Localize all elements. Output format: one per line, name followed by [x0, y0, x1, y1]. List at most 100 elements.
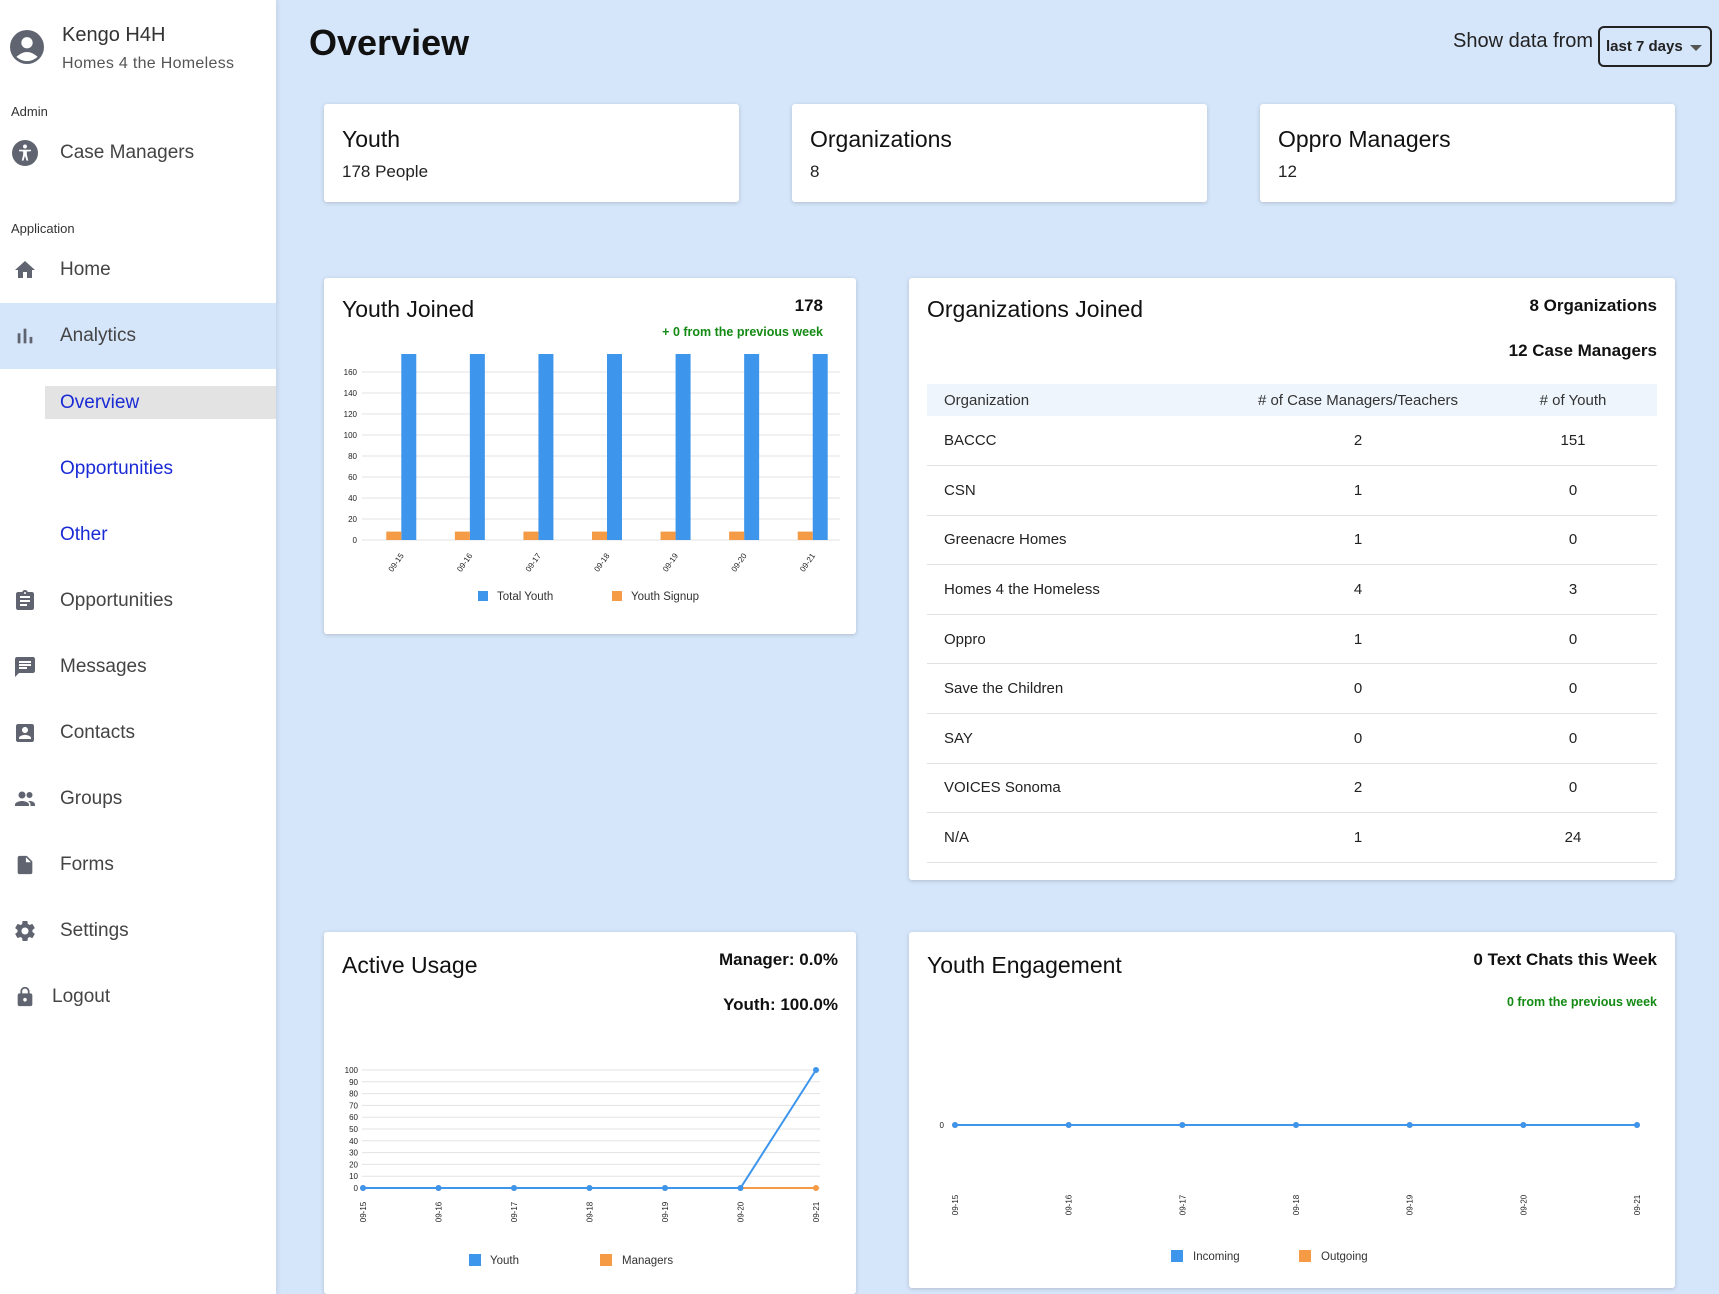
sidebar-subitem-overview[interactable]: Overview — [45, 386, 276, 419]
table-cell: 0 — [1489, 614, 1657, 665]
x-tick-label: 09-18 — [592, 551, 611, 573]
x-tick-label: 09-20 — [737, 1201, 746, 1222]
organizations-table: Organization # of Case Managers/Teachers… — [927, 384, 1657, 863]
sidebar-item-home[interactable]: Home — [0, 237, 276, 303]
y-tick-label: 0 — [940, 1121, 945, 1130]
sidebar-item-label: Contacts — [60, 722, 135, 743]
stat-title: Youth — [342, 126, 400, 152]
bar-youth-signup — [592, 531, 607, 540]
table-row: CSN 1 0 — [927, 465, 1657, 516]
x-tick-label: 09-16 — [1065, 1194, 1074, 1215]
bar-total-youth — [401, 354, 417, 540]
x-tick-label: 09-16 — [455, 551, 474, 573]
legend-label: Managers — [622, 1255, 673, 1267]
x-tick-label: 09-17 — [510, 1201, 519, 1222]
legend-label: Outgoing — [1321, 1251, 1368, 1263]
column-header: # of Case Managers/Teachers — [1227, 384, 1489, 416]
table-row: SAY 0 0 — [927, 713, 1657, 764]
x-tick-label: 09-20 — [730, 551, 749, 573]
data-point — [952, 1122, 958, 1128]
table-cell: VOICES Sonoma — [927, 763, 1227, 814]
sidebar-item-label: Analytics — [60, 325, 137, 346]
sidebar-item-label: Case Managers — [60, 142, 195, 163]
manager-count: 12 Case Managers — [1508, 341, 1657, 360]
table-cell: 2 — [1227, 416, 1489, 467]
legend-label: Youth Signup — [631, 591, 699, 603]
y-tick-label: 40 — [349, 1137, 358, 1146]
bar-total-youth — [607, 354, 622, 540]
sidebar-item-label: Forms — [60, 854, 114, 875]
group-icon — [12, 786, 38, 812]
sidebar-item-label: Logout — [52, 986, 111, 1007]
legend-swatch-incoming — [1171, 1250, 1183, 1262]
sidebar-item-settings[interactable]: Settings — [0, 898, 276, 964]
sidebar-item-opportunities[interactable]: Opportunities — [0, 568, 276, 634]
table-cell: SAY — [927, 713, 1227, 764]
stat-title: Organizations — [810, 126, 952, 152]
y-tick-label: 60 — [349, 1113, 358, 1122]
y-tick-label: 10 — [349, 1172, 358, 1181]
data-point — [586, 1185, 593, 1191]
table-row: Greenacre Homes 1 0 — [927, 515, 1657, 566]
y-tick-label: 50 — [349, 1125, 358, 1134]
table-cell: 0 — [1489, 465, 1657, 516]
y-tick-label: 20 — [348, 515, 357, 524]
engagement-change: 0 from the previous week — [1506, 995, 1657, 1009]
x-tick-label: 09-21 — [1633, 1194, 1642, 1215]
gear-icon — [12, 918, 38, 944]
bar-total-youth — [675, 354, 691, 540]
stat-value: 8 — [810, 162, 820, 181]
y-tick-label: 120 — [344, 410, 358, 419]
sidebar-subitem-label: Other — [60, 523, 108, 545]
legend-swatch-outgoing — [1299, 1250, 1311, 1262]
sidebar-item-messages[interactable]: Messages — [0, 634, 276, 700]
date-range-select[interactable]: last 7 days — [1598, 26, 1712, 67]
file-icon — [12, 852, 38, 878]
bar-youth-signup — [797, 531, 813, 540]
active-usage-card: Active Usage Manager: 0.0% Youth: 100.0%… — [324, 932, 856, 1294]
user-profile[interactable]: Kengo H4H Homes 4 the Homeless — [0, 0, 276, 90]
table-cell: 0 — [1227, 663, 1489, 715]
sidebar-subitem-opportunities[interactable]: Opportunities — [45, 452, 276, 485]
table-cell: 0 — [1489, 763, 1657, 814]
y-tick-label: 80 — [348, 452, 357, 461]
youth-joined-chart: 0 20 40 60 80 100 120 140 160 09-15 09-16 09-17 09-1… — [344, 354, 840, 603]
column-header: # of Youth — [1489, 384, 1657, 416]
data-point — [662, 1185, 668, 1191]
legend-label: Youth — [490, 1255, 519, 1267]
sidebar-subitem-other[interactable]: Other — [45, 518, 276, 551]
bar-total-youth — [469, 354, 485, 540]
manager-usage: Manager: 0.0% — [718, 950, 838, 969]
card-title: Youth Joined — [342, 296, 475, 322]
user-org: Homes 4 the Homeless — [62, 55, 235, 72]
x-tick-label: 09-15 — [359, 1201, 368, 1222]
sidebar-item-contacts[interactable]: Contacts — [0, 700, 276, 766]
bar-total-youth — [538, 354, 554, 540]
x-tick-label: 09-19 — [1406, 1194, 1415, 1215]
sidebar-item-analytics[interactable]: Analytics — [0, 303, 276, 369]
x-tick-label: 09-16 — [435, 1201, 444, 1222]
bar-total-youth — [744, 354, 760, 540]
sidebar-item-case-managers[interactable]: Case Managers — [0, 120, 276, 186]
user-name: Kengo H4H — [62, 24, 166, 46]
sidebar-item-forms[interactable]: Forms — [0, 832, 276, 898]
y-tick-label: 0 — [354, 1184, 359, 1193]
sidebar-item-groups[interactable]: Groups — [0, 766, 276, 832]
sidebar-item-logout[interactable]: Logout — [0, 964, 276, 1030]
data-point — [1520, 1122, 1527, 1128]
x-tick-label: 09-15 — [951, 1194, 960, 1215]
bar-youth-signup — [660, 531, 676, 540]
contact-icon — [12, 720, 38, 746]
table-cell: 1 — [1227, 465, 1489, 516]
lock-icon — [12, 984, 38, 1010]
table-cell: N/A — [927, 812, 1227, 863]
sidebar-subitem-label: Overview — [60, 391, 140, 413]
table-cell: Save the Children — [927, 663, 1227, 715]
table-cell: 0 — [1489, 515, 1657, 566]
table-cell: 1 — [1227, 812, 1489, 863]
y-tick-label: 60 — [348, 473, 357, 482]
table-row: N/A 1 24 — [927, 812, 1657, 863]
data-point — [1179, 1122, 1186, 1128]
table-row: BACCC 2 151 — [927, 416, 1657, 467]
youth-joined-card: Youth Joined 178 + 0 from the previous w… — [324, 278, 856, 634]
